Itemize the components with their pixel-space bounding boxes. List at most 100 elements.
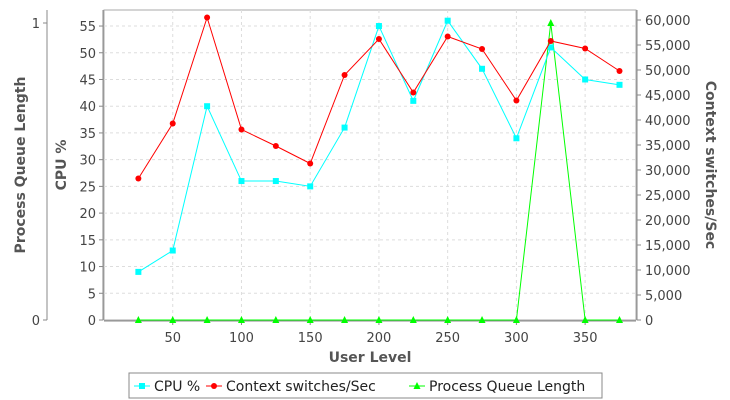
x-tick-label: 50: [164, 331, 181, 346]
x-tick-label: 300: [504, 331, 529, 346]
left-tick-label: 15: [79, 234, 96, 249]
left-tick-label: 50: [79, 47, 96, 62]
legend-marker-process-queue-length: [413, 382, 421, 389]
data-point-process-queue-length: [547, 19, 555, 26]
data-point-context-switches-sec: [341, 72, 348, 78]
right-tick-label: 20,000: [645, 214, 691, 229]
left-tick-label: 55: [79, 20, 96, 35]
x-tick-label: 150: [298, 331, 323, 346]
right-tick-label: 30,000: [645, 164, 691, 179]
data-point-cpu: [616, 81, 623, 88]
x-tick-label: 200: [367, 331, 392, 346]
left-tick-label: 0: [88, 314, 96, 329]
legend-item-context-switches-sec: Context switches/Sec: [206, 379, 376, 395]
left-tick-label: 30: [79, 154, 96, 169]
data-point-process-queue-length: [581, 316, 589, 323]
legend-marker-cpu: [139, 383, 145, 389]
data-point-cpu: [135, 268, 142, 275]
data-point-context-switches-sec: [135, 175, 142, 182]
right-tick-label: 35,000: [645, 139, 691, 154]
series-layer: [134, 14, 624, 323]
x-axis-label: User Level: [329, 350, 412, 366]
right-tick-label: 55,000: [645, 39, 691, 54]
data-point-context-switches-sec: [582, 45, 589, 52]
legend-items: CPU % Context switches/Sec Process Queue L…: [134, 379, 585, 395]
right-tick-label: 25,000: [645, 189, 691, 204]
right-tick-label: 45,000: [645, 89, 691, 104]
data-point-process-queue-length: [306, 316, 314, 323]
data-point-context-switches-sec: [204, 14, 211, 21]
series-cpu: [135, 17, 623, 275]
data-point-cpu: [204, 103, 211, 110]
data-point-cpu: [410, 97, 417, 104]
data-point-process-queue-length: [616, 316, 624, 323]
far-left-axis: 01: [32, 10, 48, 329]
right-tick-label: 0: [645, 314, 653, 329]
left-tick-label: 20: [79, 207, 96, 222]
far-left-tick-label: 0: [32, 314, 40, 329]
far-left-tick-label: 1: [32, 17, 40, 32]
data-point-cpu: [169, 247, 176, 254]
right-tick-label: 60,000: [645, 14, 691, 29]
data-point-context-switches-sec: [375, 36, 382, 42]
data-point-process-queue-length: [478, 316, 486, 323]
data-point-cpu: [444, 17, 451, 24]
data-point-process-queue-length: [169, 316, 177, 323]
data-point-process-queue-length: [203, 316, 211, 323]
right-tick-label: 5,000: [645, 289, 682, 304]
left-tick-label: 40: [79, 100, 96, 115]
legend: CPU % Context switches/Sec Process Queue L…: [128, 372, 603, 399]
left-tick-label: 5: [88, 287, 96, 302]
data-point-process-queue-length: [375, 316, 383, 323]
data-point-context-switches-sec: [272, 143, 279, 149]
data-point-cpu: [479, 65, 486, 72]
data-point-cpu: [582, 76, 589, 83]
legend-label-context-switches-sec: Context switches/Sec: [226, 379, 376, 395]
left-tick-label: 45: [79, 73, 96, 88]
right-tick-label: 50,000: [645, 64, 691, 79]
data-point-context-switches-sec: [169, 120, 176, 127]
legend-box: [128, 372, 603, 399]
legend-label-process-queue-length: Process Queue Length: [429, 379, 585, 395]
legend-marker-context-switches-sec: [211, 383, 217, 389]
data-point-process-queue-length: [272, 316, 280, 323]
data-point-process-queue-length: [512, 316, 520, 323]
right-axis-label: Context switches/Sec: [702, 81, 718, 250]
data-point-context-switches-sec: [616, 68, 623, 74]
data-point-context-switches-sec: [238, 126, 245, 133]
plot-area: [103, 9, 637, 321]
legend-item-cpu: CPU %: [134, 379, 200, 395]
data-point-cpu: [307, 183, 314, 190]
x-tick-label: 100: [229, 331, 254, 346]
x-tick-label: 350: [573, 331, 598, 346]
data-point-cpu: [375, 23, 382, 30]
data-point-process-queue-length: [237, 316, 245, 323]
right-axis: 0 5,000 10,000 15,000 20,000 25,000 30,000 35,0…: [636, 10, 691, 329]
data-point-context-switches-sec: [479, 46, 486, 52]
data-point-context-switches-sec: [410, 89, 417, 96]
data-point-context-switches-sec: [444, 33, 451, 40]
left-tick-label: 35: [79, 127, 96, 142]
x-tick-label: 250: [435, 331, 460, 346]
left-tick-label: 10: [79, 261, 96, 276]
data-point-context-switches-sec: [547, 38, 554, 44]
left-axis-label: CPU %: [54, 140, 70, 191]
data-point-cpu: [238, 178, 245, 185]
data-point-process-queue-length: [134, 316, 142, 323]
data-point-cpu: [341, 124, 348, 131]
left-tick-label: 25: [79, 180, 96, 195]
right-tick-label: 10,000: [645, 264, 691, 279]
legend-label-cpu: CPU %: [154, 379, 200, 395]
data-point-cpu: [547, 44, 554, 51]
data-point-context-switches-sec: [513, 97, 520, 104]
left-axis: 0 5 10 15 20 25 30 35 40 45 50 55: [79, 10, 104, 329]
data-point-process-queue-length: [341, 316, 349, 323]
data-point-process-queue-length: [409, 316, 417, 323]
data-point-cpu: [272, 178, 279, 185]
data-point-context-switches-sec: [307, 160, 314, 167]
series-process-queue-length: [134, 19, 624, 323]
x-axis: 50 100 150 200 250 300 350: [104, 320, 636, 346]
right-tick-label: 40,000: [645, 114, 691, 129]
data-point-process-queue-length: [444, 316, 452, 323]
far-left-axis-label: Process Queue Length: [13, 77, 29, 254]
